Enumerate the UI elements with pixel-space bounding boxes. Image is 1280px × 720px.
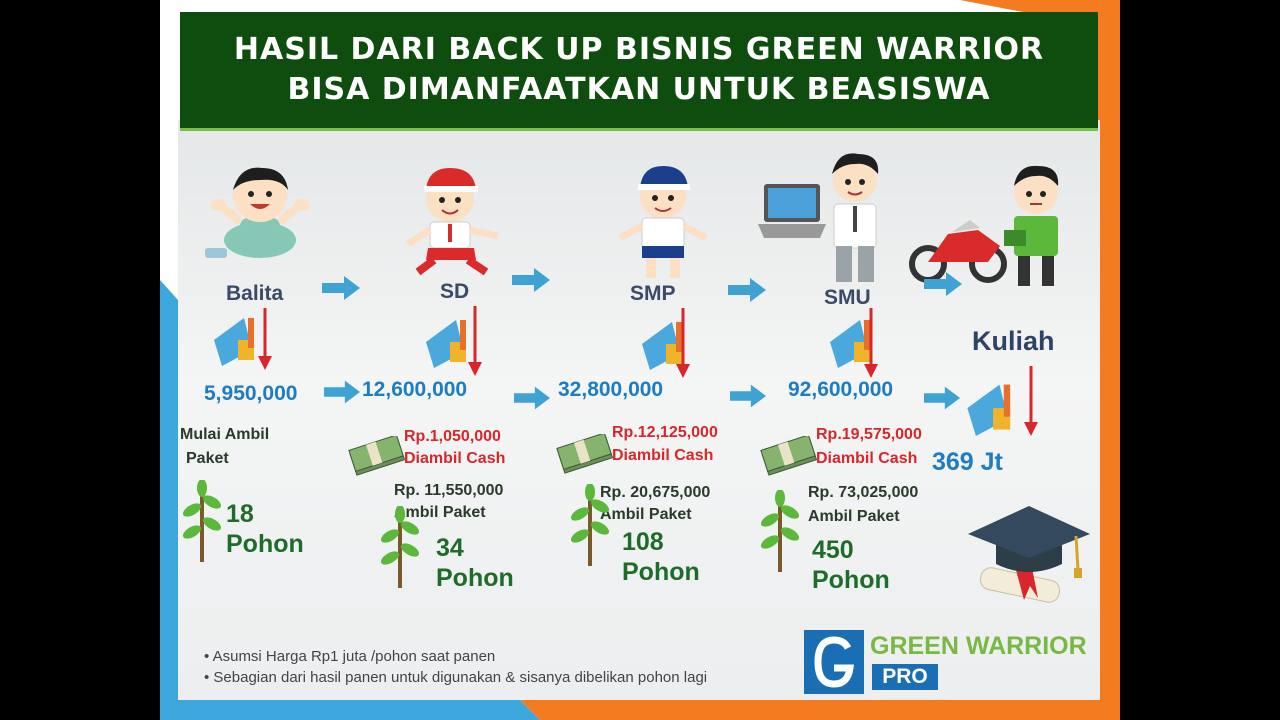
balita-action-line1: Mulai Ambil [180, 426, 270, 443]
child-icon [406, 168, 499, 276]
stage-label-kuliah: Kuliah [972, 326, 1055, 356]
smp-paket-value: Rp. 20,675,000 [600, 484, 711, 501]
graduation-cap-icon [968, 506, 1090, 603]
smu-count: 450 [812, 536, 854, 564]
right-arrow-icon [728, 278, 766, 302]
sd-paket-label: Ambil Paket [394, 504, 486, 521]
sd-cash-value: Rp.1,050,000 [404, 428, 501, 445]
tree-icon [182, 480, 222, 562]
right-arrow-icon [730, 384, 766, 408]
stage-label-smu: SMU [824, 286, 871, 309]
infographic-panel [178, 120, 1100, 700]
down-arrow-icon [676, 308, 690, 378]
money-chart-icon [967, 384, 1011, 436]
logo-icon [804, 630, 864, 694]
down-arrow-icon [468, 306, 482, 376]
money-chart-icon [830, 320, 870, 368]
sd-cash-label: Diambil Cash [404, 450, 506, 467]
smu-paket-label: Ambil Paket [808, 508, 900, 525]
right-arrow-icon [514, 386, 550, 410]
sd-unit: Pohon [436, 564, 514, 592]
balita-count: 18 [226, 500, 254, 528]
down-arrow-icon [864, 308, 878, 378]
slide: HASIL DARI BACK UP BISNIS GREEN WARRIOR … [160, 0, 1120, 720]
child-icon [832, 153, 879, 282]
right-arrow-icon [924, 386, 960, 410]
stage-label-sd: SD [440, 280, 470, 303]
smu-cash-label: Diambil Cash [816, 450, 918, 467]
kuliah-amount: 369 Jt [932, 448, 1003, 476]
sd-paket-value: Rp. 11,550,000 [394, 482, 504, 499]
motorcycle-icon [909, 220, 1007, 283]
right-arrow-icon [324, 380, 360, 404]
logo-name: GREEN WARRIOR [870, 632, 1087, 660]
stage-label-smp: SMP [630, 282, 676, 305]
right-arrow-icon [924, 272, 962, 296]
amount-balita: 5,950,000 [204, 382, 298, 405]
child-icon [1004, 165, 1059, 286]
logo-tag: PRO [872, 664, 938, 690]
money-chart-icon [642, 322, 682, 370]
cash-bundle-icon [760, 436, 818, 476]
title-line-1: HASIL DARI BACK UP BISNIS GREEN WARRIOR [233, 32, 1045, 67]
tree-icon [570, 484, 610, 566]
title-line-2: BISA DIMANFAATKAN UNTUK BEASISWA [287, 72, 991, 107]
money-chart-icon [426, 320, 466, 368]
laptop-icon [758, 184, 826, 238]
note-1: • Asumsi Harga Rp1 juta /pohon saat pane… [204, 648, 496, 665]
smp-unit: Pohon [622, 558, 700, 586]
amount-smp: 32,800,000 [558, 378, 664, 401]
child-icon [618, 166, 708, 278]
child-icon [205, 167, 310, 258]
right-arrow-icon [512, 268, 550, 292]
title-banner: HASIL DARI BACK UP BISNIS GREEN WARRIOR … [180, 12, 1098, 131]
money-chart-icon [214, 318, 254, 366]
down-arrow-icon [258, 308, 272, 370]
right-arrow-icon [322, 276, 360, 300]
tree-icon [760, 490, 800, 572]
balita-unit: Pohon [226, 530, 304, 558]
smp-paket-label: Ambil Paket [600, 506, 692, 523]
sd-count: 34 [436, 534, 464, 562]
amount-smu: 92,600,000 [788, 378, 894, 401]
balita-action-line2: Paket [186, 450, 229, 467]
cash-bundle-icon [556, 434, 614, 474]
down-arrow-icon [1024, 366, 1038, 436]
smu-cash-value: Rp.19,575,000 [816, 426, 922, 443]
tree-icon [380, 506, 420, 588]
cash-bundle-icon [348, 436, 406, 476]
smp-cash-value: Rp.12,125,000 [612, 424, 718, 441]
smp-count: 108 [622, 528, 664, 556]
smu-paket-value: Rp. 73,025,000 [808, 484, 919, 501]
smp-cash-label: Diambil Cash [612, 447, 714, 464]
stage-label-balita: Balita [226, 282, 284, 305]
note-2: • Sebagian dari hasil panen untuk diguna… [204, 669, 708, 686]
smu-unit: Pohon [812, 566, 890, 594]
amount-sd: 12,600,000 [362, 378, 468, 401]
